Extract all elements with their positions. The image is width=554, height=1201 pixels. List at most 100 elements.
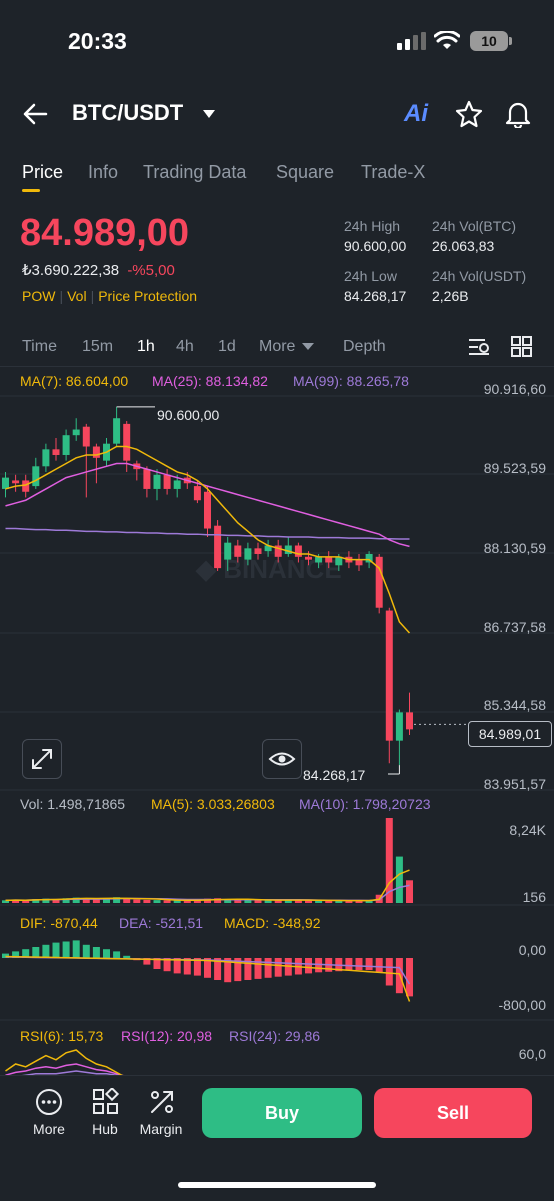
rsi12-line <box>5 1063 124 1075</box>
rsi6-line <box>5 1049 123 1075</box>
kline-chart[interactable]: ◆ BINANCE <box>0 0 554 1075</box>
volume-bar <box>385 818 393 903</box>
volume-bar <box>254 900 262 903</box>
macd-histogram-bar <box>385 958 393 986</box>
buy-button[interactable]: Buy <box>202 1088 362 1138</box>
candle <box>244 548 252 560</box>
candle <box>204 491 211 529</box>
ma25-legend: MA(25): 88.134,82 <box>152 373 268 389</box>
stat-24h-low: 84.268,17 <box>344 288 407 304</box>
sell-button[interactable]: Sell <box>374 1088 532 1138</box>
indicator-settings-icon[interactable] <box>468 336 490 358</box>
stat-24h-high-label: 24h High <box>344 218 401 234</box>
tab-trade-x[interactable]: Trade-X <box>361 162 426 182</box>
price-axis-label: 90.916,60 <box>483 381 546 397</box>
tab-price[interactable]: Price <box>22 162 64 182</box>
back-arrow-icon[interactable] <box>22 102 48 126</box>
candle <box>355 559 363 566</box>
candle <box>406 712 413 730</box>
candle <box>395 712 403 741</box>
wifi-icon <box>434 31 460 49</box>
volume-legend: Vol: 1.498,71865 <box>20 796 126 812</box>
tag-vol[interactable]: Vol <box>67 288 87 304</box>
hub-label: Hub <box>92 1121 118 1137</box>
candle <box>284 545 292 554</box>
volume-bar <box>183 900 191 903</box>
more-dots-icon <box>36 1089 62 1115</box>
candle <box>163 474 171 489</box>
fullscreen-button[interactable] <box>22 739 62 779</box>
pair-title[interactable]: BTC/USDT <box>72 100 184 125</box>
interval-4h[interactable]: 4h <box>176 338 194 355</box>
more-dropdown-icon[interactable] <box>302 343 314 351</box>
alert-bell-icon[interactable] <box>504 100 532 128</box>
macd-histogram-bar <box>2 953 9 958</box>
volume-bar <box>284 900 292 903</box>
candle <box>305 556 312 560</box>
depth-tab[interactable]: Depth <box>343 338 386 355</box>
candle <box>274 545 282 557</box>
candle <box>193 486 201 501</box>
tag-price-protection[interactable]: Price Protection <box>98 288 198 304</box>
vol-ma5-legend: MA(5): 3.033,26803 <box>151 796 275 812</box>
volume-bar <box>143 899 151 903</box>
macd-histogram-bar <box>183 958 191 975</box>
candle <box>153 474 161 489</box>
margin-button[interactable]: Margin <box>131 1088 191 1137</box>
candle <box>224 542 232 560</box>
volume-bar <box>406 880 413 903</box>
low-marker-label: 84.268,17 <box>303 767 366 783</box>
macd-histogram-bar <box>214 958 222 980</box>
more-button[interactable]: More <box>19 1088 79 1137</box>
candle <box>214 525 222 569</box>
candle <box>113 418 121 444</box>
hub-button[interactable]: Hub <box>75 1086 135 1137</box>
candle <box>52 449 60 455</box>
candle <box>375 556 383 608</box>
macd-histogram-bar <box>254 958 262 979</box>
macd-value-legend: MACD: -348,92 <box>224 915 321 931</box>
ai-assistant-icon[interactable]: Ai <box>404 100 428 127</box>
volume-bar <box>103 898 110 903</box>
stat-24h-vol-usdt: 2,26B <box>432 288 469 304</box>
volume-bar <box>264 899 272 903</box>
tab-trading-data[interactable]: Trading Data <box>143 162 247 182</box>
macd-histogram-bar <box>153 958 161 969</box>
macd-histogram-bar <box>234 958 242 982</box>
volume-bar <box>52 899 60 903</box>
interval-15m[interactable]: 15m <box>82 338 114 355</box>
volume-bar <box>72 897 80 903</box>
chart-grid <box>0 395 554 1021</box>
pair-dropdown-icon[interactable] <box>202 109 216 119</box>
candle <box>234 545 242 557</box>
candle <box>72 429 80 436</box>
tag-pow[interactable]: POW <box>22 288 56 304</box>
candle <box>42 449 50 467</box>
candle <box>173 480 181 489</box>
price-axis-label: 86.737,58 <box>483 619 546 635</box>
tab-square[interactable]: Square <box>276 162 335 182</box>
volume-bar <box>2 900 9 903</box>
battery-indicator: 10 <box>470 31 508 51</box>
interval-more[interactable]: More <box>259 338 296 355</box>
volume-bar <box>133 899 141 903</box>
interval-1d[interactable]: 1d <box>218 338 236 355</box>
vol-ma10-line <box>5 884 410 902</box>
volume-bar <box>305 900 312 903</box>
volume-bar <box>42 898 50 903</box>
stat-24h-high: 90.600,00 <box>344 238 407 254</box>
toggle-view-button[interactable] <box>262 739 302 779</box>
macd-histogram-bar <box>32 947 40 958</box>
candle <box>254 548 262 554</box>
rsi12-legend: RSI(12): 20,98 <box>121 1028 213 1044</box>
interval-time[interactable]: Time <box>22 338 57 355</box>
candle <box>365 553 373 563</box>
stat-24h-vol-btc: 26.063,83 <box>432 238 495 254</box>
favorite-star-icon[interactable] <box>455 100 483 128</box>
layout-grid-icon[interactable] <box>511 336 532 357</box>
candle <box>385 610 393 741</box>
macd-axis-bottom: -800,00 <box>498 997 546 1013</box>
candle <box>62 435 70 455</box>
interval-1h[interactable]: 1h <box>137 338 155 355</box>
tab-info[interactable]: Info <box>88 162 119 182</box>
